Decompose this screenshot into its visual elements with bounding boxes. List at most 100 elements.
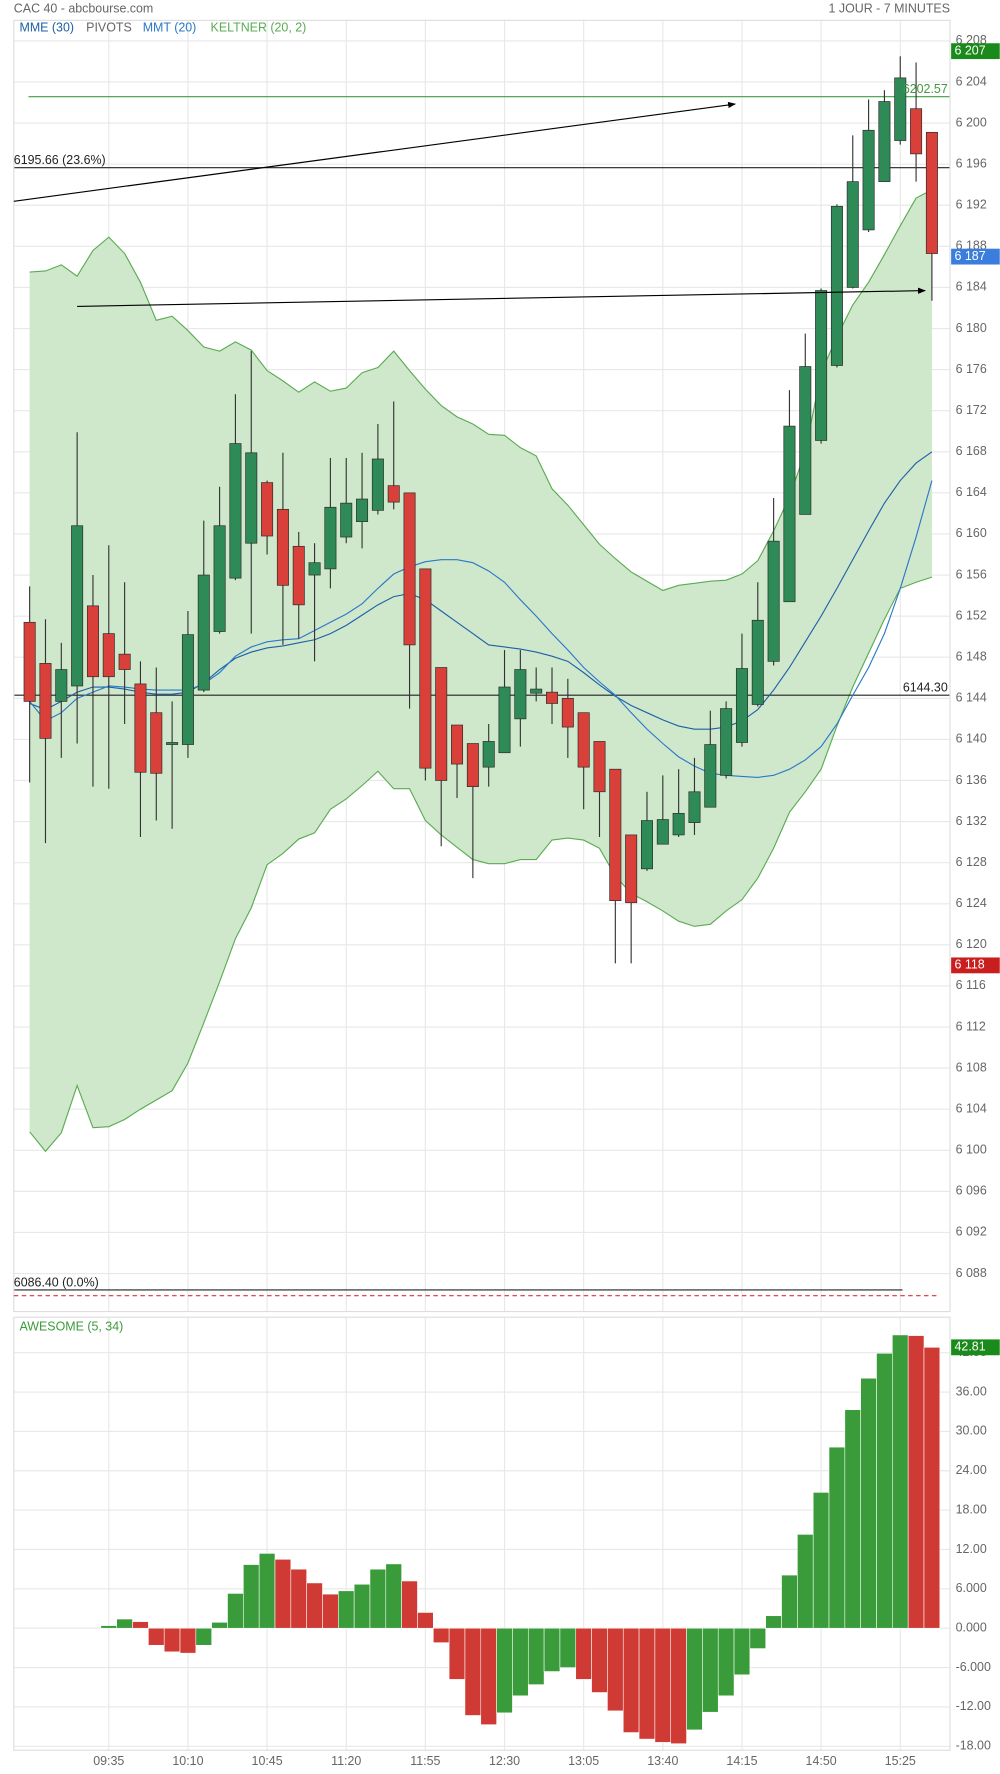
- candle-body: [435, 667, 448, 781]
- oscillator-bar: [892, 1334, 909, 1629]
- y-tick-label: 6 200: [956, 115, 987, 129]
- oscillator-bar: [195, 1627, 212, 1646]
- oscillator-bar: [163, 1627, 181, 1653]
- level-label: 6195.66 (23.6%): [14, 153, 106, 167]
- candle-body: [704, 744, 717, 808]
- y-tick-label: 6 132: [956, 814, 987, 828]
- moving-average: [29, 480, 933, 778]
- x-tick-label: 14:50: [806, 1754, 837, 1768]
- candle-body: [118, 653, 131, 670]
- candle-body: [55, 669, 68, 702]
- x-tick-label: 13:05: [568, 1754, 599, 1768]
- x-tick-label: 12:30: [489, 1754, 520, 1768]
- oscillator-bar: [527, 1627, 545, 1685]
- candle-body: [466, 743, 479, 787]
- y-tick-label: 6 116: [956, 978, 986, 992]
- x-tick-label: 13:40: [647, 1754, 678, 1768]
- level-label: 6144.30: [903, 681, 948, 695]
- candle-body: [720, 708, 733, 776]
- trend-arrow: [13, 101, 736, 202]
- price-badge: [951, 957, 1000, 974]
- y-tick-label: 30.00: [956, 1424, 987, 1438]
- oscillator-bar: [765, 1615, 782, 1629]
- oscillator-bar: [733, 1627, 751, 1676]
- y-tick-label: 6 092: [956, 1225, 987, 1239]
- y-tick-label: -18.00: [956, 1739, 991, 1753]
- oscillator-bar: [496, 1627, 513, 1714]
- header-title: CAC 40 - abcbourse.com: [14, 1, 153, 15]
- y-tick-label: 6 096: [956, 1184, 987, 1198]
- oscillator-bar: [638, 1627, 656, 1740]
- y-tick-label: 6 124: [956, 896, 987, 910]
- candle-body: [925, 131, 938, 254]
- oscillator-bar: [322, 1593, 339, 1629]
- y-tick-label: 6 160: [956, 526, 987, 540]
- y-tick-label: 6 196: [956, 156, 987, 170]
- y-tick-label: 6 176: [956, 362, 987, 376]
- price-badge-label: 6 187: [955, 249, 986, 263]
- oscillator-bar: [179, 1627, 197, 1654]
- price-badge-label: 42.81: [955, 1340, 986, 1354]
- y-tick-label: 6.000: [956, 1581, 987, 1595]
- oscillator-bar: [338, 1590, 355, 1629]
- candle-body: [419, 568, 432, 769]
- candle-body: [815, 290, 828, 441]
- legend-keltner: KELTNER (20, 2): [211, 21, 307, 35]
- candle-body: [577, 712, 590, 768]
- candle-body: [783, 425, 796, 603]
- oscillator-bar: [717, 1627, 735, 1697]
- y-tick-label: 6 164: [956, 485, 987, 499]
- candle-body: [862, 129, 875, 231]
- oscillator-bar: [227, 1593, 244, 1629]
- y-tick-label: 6 172: [956, 403, 987, 417]
- oscillator-bar: [480, 1627, 497, 1725]
- y-tick-label: 6 204: [956, 74, 987, 88]
- oscillator-bar: [290, 1568, 307, 1629]
- candle-body: [371, 458, 384, 511]
- y-tick-label: 6 140: [956, 732, 987, 746]
- x-tick-label: 10:10: [172, 1754, 203, 1768]
- candle-body: [134, 683, 147, 773]
- y-tick-label: 6 152: [956, 608, 987, 622]
- candle-body: [482, 741, 495, 768]
- candle-body: [672, 813, 685, 836]
- oscillator-bar: [543, 1627, 561, 1672]
- x-tick-label: 09:35: [93, 1754, 124, 1768]
- oscillator-bar: [860, 1377, 877, 1629]
- header-period: 1 JOUR - 7 MINUTES: [829, 1, 950, 15]
- price-badge-label: 6 207: [955, 43, 986, 57]
- candle-body: [86, 605, 99, 678]
- candle-body: [403, 492, 416, 646]
- oscillator-bar: [385, 1563, 402, 1629]
- y-tick-label: -6.000: [956, 1660, 991, 1674]
- y-tick-label: 0.000: [956, 1620, 987, 1634]
- candle-body: [767, 540, 780, 662]
- candle-body: [387, 485, 400, 503]
- legend-pivots: PIVOTS: [86, 21, 132, 35]
- y-tick-label: 24.00: [956, 1463, 987, 1477]
- candle-body: [451, 724, 464, 765]
- candle-body: [324, 506, 337, 570]
- y-tick-label: 6 120: [956, 937, 987, 951]
- level-label: 6202.57: [903, 82, 948, 96]
- candle-body: [166, 742, 179, 745]
- candle-body: [593, 741, 606, 793]
- oscillator-bar: [417, 1612, 434, 1629]
- price-badge: [951, 1339, 1000, 1356]
- candle-body: [245, 452, 258, 544]
- keltner-upper: [29, 189, 933, 592]
- oscillator-bar: [923, 1347, 941, 1629]
- candle-body: [276, 508, 289, 586]
- candle-body: [656, 819, 669, 845]
- candle-body: [23, 621, 36, 702]
- level-label: 6086.40 (0.0%): [14, 1275, 99, 1289]
- oscillator-bar: [591, 1627, 608, 1693]
- candle-body: [688, 791, 701, 823]
- candle-body: [197, 574, 210, 691]
- oscillator-bar: [512, 1627, 529, 1697]
- oscillator-bar: [622, 1627, 640, 1733]
- oscillator-bar: [243, 1564, 260, 1629]
- legend-mme: MME (30): [19, 21, 74, 35]
